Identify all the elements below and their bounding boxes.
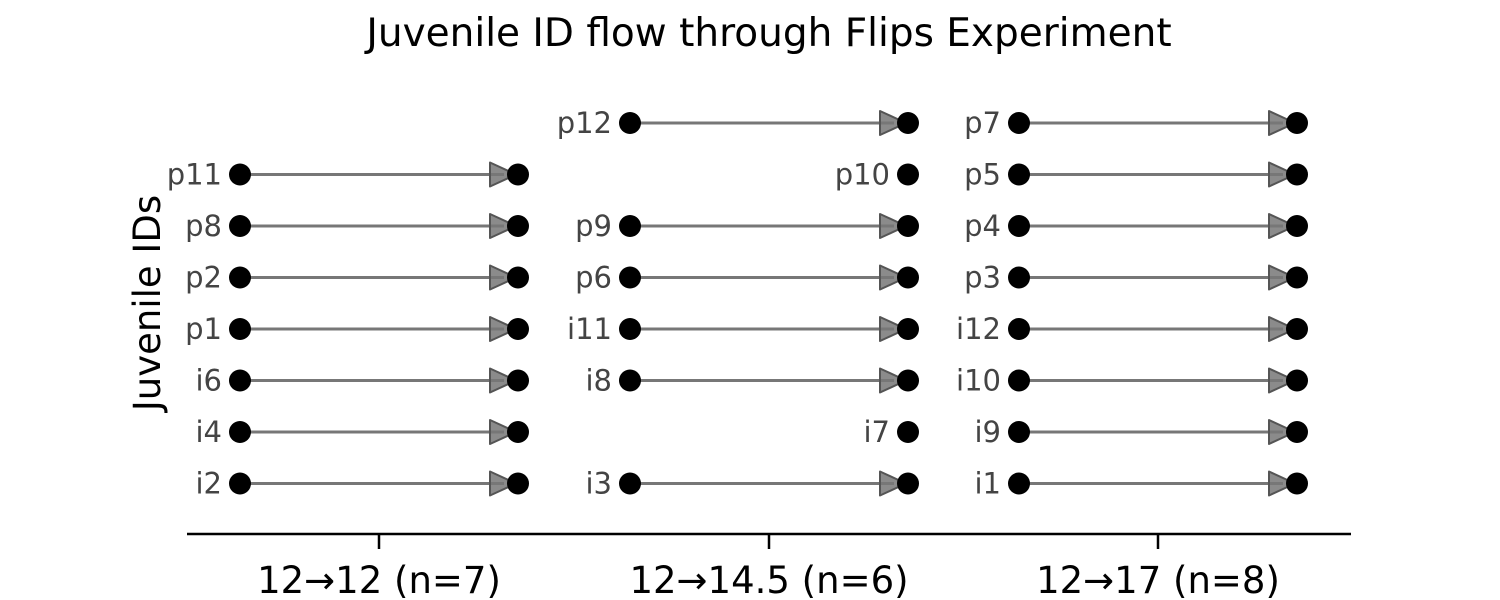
juvenile-id-label: p10	[835, 158, 890, 192]
juvenile-id-label: p12	[557, 106, 612, 140]
end-point	[507, 215, 529, 237]
start-point	[229, 266, 251, 289]
juvenile-id-label: p2	[185, 261, 222, 295]
flow-arrow-head	[1268, 213, 1296, 239]
flow-arrow-head	[1268, 161, 1296, 188]
start-point	[619, 369, 641, 392]
end-point	[897, 369, 919, 392]
flow-arrow-head	[879, 316, 907, 342]
juvenile-id-label: p1	[185, 312, 222, 346]
flow-arrow-head	[879, 264, 907, 291]
flow-arrow-head	[489, 419, 517, 445]
end-point	[1286, 472, 1308, 495]
end-point	[507, 369, 529, 392]
juvenile-id-label: p5	[964, 158, 1001, 192]
end-point	[507, 318, 529, 340]
juvenile-id-label: p9	[575, 209, 612, 243]
juvenile-id-label: i8	[585, 364, 612, 398]
juvenile-id-label: i3	[585, 467, 612, 501]
start-point	[229, 318, 251, 340]
juvenile-id-label: p4	[964, 209, 1001, 243]
x-tick-label: 12→12 (n=7)	[257, 559, 501, 600]
start-point	[619, 266, 641, 289]
x-tick-label: 12→14.5 (n=6)	[629, 559, 908, 600]
flow-arrow-head	[489, 161, 517, 188]
end-point	[897, 472, 919, 495]
end-point	[897, 163, 919, 186]
flow-arrow-head	[489, 213, 517, 239]
flow-arrow-head	[489, 367, 517, 394]
end-point	[897, 112, 919, 134]
juvenile-id-label: i6	[195, 364, 222, 398]
flow-arrow-head	[1268, 367, 1296, 394]
flow-arrow-head	[489, 264, 517, 291]
flow-arrow-head	[489, 470, 517, 497]
juvenile-id-label: i1	[974, 467, 1001, 501]
end-point	[897, 215, 919, 237]
start-point	[1008, 472, 1030, 495]
flow-arrow-head	[879, 110, 907, 136]
juvenile-id-label: i12	[956, 312, 1001, 346]
start-point	[229, 369, 251, 392]
start-point	[1008, 421, 1030, 443]
start-point	[1008, 318, 1030, 340]
juvenile-id-label: i4	[195, 415, 222, 449]
end-point	[897, 421, 919, 443]
juvenile-id-label: i7	[863, 415, 890, 449]
end-point	[507, 163, 529, 186]
juvenile-id-label: i9	[974, 415, 1001, 449]
end-point	[1286, 215, 1308, 237]
chart-title: Juvenile ID flow through Flips Experimen…	[363, 11, 1171, 56]
end-point	[507, 421, 529, 443]
flow-arrow-head	[1268, 110, 1296, 136]
start-point	[619, 472, 641, 495]
juvenile-id-label: p3	[964, 261, 1001, 295]
juvenile-id-label: i11	[567, 312, 612, 346]
start-point	[1008, 266, 1030, 289]
juvenile-id-label: p6	[575, 261, 612, 295]
flow-arrow-head	[879, 470, 907, 497]
flow-arrow-head	[1268, 470, 1296, 497]
start-point	[619, 318, 641, 340]
start-point	[229, 421, 251, 443]
flow-arrow-head	[1268, 419, 1296, 445]
chart-marks: p11 p8 p2 p1 i6 i4 i2 12→12 (n=7) p12 p10 p9 p6 i11 i…	[167, 106, 1308, 600]
juvenile-id-label: i2	[195, 467, 222, 501]
start-point	[229, 163, 251, 186]
flow-arrow-head	[1268, 316, 1296, 342]
start-point	[1008, 112, 1030, 134]
start-point	[1008, 215, 1030, 237]
flow-arrow-head	[879, 367, 907, 394]
flow-arrow-head	[489, 316, 517, 342]
x-tick-label: 12→17 (n=8)	[1036, 559, 1280, 600]
flow-arrow-head	[879, 213, 907, 239]
y-axis-label: Juvenile IDs	[126, 195, 169, 413]
end-point	[1286, 318, 1308, 340]
start-point	[229, 215, 251, 237]
start-point	[619, 112, 641, 134]
start-point	[619, 215, 641, 237]
juvenile-id-label: p11	[167, 158, 222, 192]
flow-arrow-head	[1268, 264, 1296, 291]
end-point	[1286, 421, 1308, 443]
end-point	[897, 266, 919, 289]
juvenile-id-label: p7	[964, 106, 1001, 140]
start-point	[1008, 163, 1030, 186]
end-point	[897, 318, 919, 340]
end-point	[1286, 112, 1308, 134]
start-point	[1008, 369, 1030, 392]
start-point	[229, 472, 251, 495]
end-point	[507, 266, 529, 289]
end-point	[1286, 369, 1308, 392]
juvenile-id-label: p8	[185, 209, 222, 243]
end-point	[1286, 163, 1308, 186]
end-point	[507, 472, 529, 495]
end-point	[1286, 266, 1308, 289]
juvenile-id-label: i10	[956, 364, 1001, 398]
